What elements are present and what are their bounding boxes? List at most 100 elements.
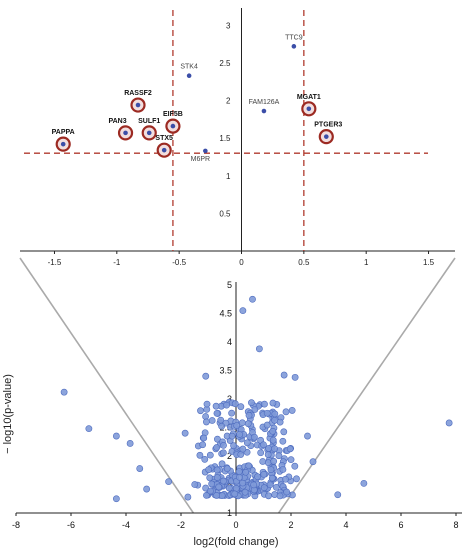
inset-y-tick-label: 1 — [226, 172, 231, 181]
data-point — [288, 407, 296, 414]
zoom-line-left — [19, 257, 195, 514]
inset-x-tick-label: -1 — [113, 258, 121, 267]
gene-point — [306, 106, 312, 112]
data-point — [165, 478, 173, 486]
data-point — [286, 445, 294, 453]
data-point — [265, 445, 273, 452]
data-point — [228, 409, 236, 417]
gene-point — [60, 141, 66, 147]
data-point — [213, 444, 221, 451]
data-point — [259, 458, 267, 465]
data-point — [268, 474, 276, 482]
gene-label: FAM126A — [249, 99, 280, 106]
main-x-tick-label: -6 — [67, 520, 75, 530]
gene-point — [170, 123, 176, 129]
gene-label: EIF5B — [163, 111, 183, 118]
data-point — [263, 421, 271, 429]
data-point — [291, 462, 299, 470]
data-point — [279, 437, 287, 445]
data-point — [244, 420, 252, 428]
data-point — [254, 473, 261, 481]
main-y-tick-label: 5 — [227, 280, 232, 290]
data-point — [269, 436, 277, 444]
data-point — [203, 491, 210, 499]
gene-point — [323, 134, 329, 139]
inset-y-tick-label: 2.5 — [219, 59, 231, 68]
data-point — [184, 493, 192, 501]
main-y-tick-label: 4.5 — [219, 309, 232, 319]
gene-point — [203, 148, 208, 154]
data-point — [202, 372, 210, 380]
data-point — [255, 345, 263, 353]
gene-label: TTC9 — [285, 34, 303, 41]
data-point — [267, 466, 275, 474]
main-volcano-plot: -8-6-4-20246811.522.533.544.55log2(fold … — [2, 280, 462, 548]
gene-point — [161, 147, 167, 153]
main-x-tick-label: 0 — [233, 520, 238, 530]
data-point — [283, 488, 291, 496]
data-point — [264, 451, 272, 458]
gene-label: SULF1 — [138, 118, 160, 125]
data-point — [280, 428, 288, 436]
inset-x-tick-label: 1.5 — [423, 258, 435, 267]
data-point — [207, 487, 214, 495]
data-point — [220, 477, 227, 485]
main-y-tick-label: 3.5 — [219, 366, 232, 376]
gene-label: PTGER3 — [314, 122, 342, 129]
gene-point — [135, 102, 141, 108]
data-point — [126, 440, 134, 447]
data-point — [236, 473, 243, 481]
data-point — [220, 441, 227, 449]
inset-y-tick-label: 2 — [226, 97, 231, 106]
data-point — [213, 409, 221, 417]
data-point — [245, 462, 253, 470]
data-point — [270, 457, 278, 465]
data-point — [213, 492, 221, 499]
gene-label: STX5 — [155, 135, 173, 142]
data-point — [263, 409, 271, 417]
data-point — [272, 483, 280, 491]
data-point — [181, 429, 189, 437]
data-point — [136, 465, 144, 472]
data-point — [223, 465, 231, 473]
data-point — [251, 406, 259, 413]
main-x-tick-label: -2 — [177, 520, 185, 530]
inset-y-tick-label: 1.5 — [219, 134, 231, 143]
data-point — [231, 400, 239, 408]
data-point — [201, 455, 209, 463]
data-point — [280, 371, 288, 379]
data-point — [213, 466, 221, 474]
data-point — [237, 403, 245, 411]
data-point — [260, 441, 267, 449]
data-point — [282, 408, 290, 416]
gene-point — [261, 108, 267, 114]
gene-label: STK4 — [180, 64, 198, 71]
data-point — [360, 479, 368, 487]
data-point — [218, 460, 226, 468]
main-y-tick-label: 2 — [227, 451, 232, 461]
data-point — [245, 411, 253, 419]
data-point — [445, 419, 453, 427]
data-point — [235, 468, 243, 475]
data-point — [260, 484, 268, 492]
inset-y-tick-label: 0.5 — [219, 209, 231, 218]
data-point — [248, 399, 255, 407]
gene-point — [186, 73, 192, 78]
main-x-axis-title: log2(fold change) — [193, 536, 278, 548]
main-x-tick-label: -4 — [122, 520, 130, 530]
data-point — [276, 492, 284, 500]
main-x-tick-label: 4 — [343, 520, 348, 530]
data-point — [251, 433, 258, 441]
inset-zoom-plot: -1.5 -1 -0.5 0 0.5 1 1.5 0.5 1 1.5 2 2.5 3 TTC9 STK4 FA… — [20, 8, 455, 267]
data-point — [249, 295, 256, 303]
data-point — [243, 439, 251, 447]
gene-label: PAPPA — [52, 129, 75, 136]
data-point — [60, 388, 68, 396]
data-point — [261, 400, 268, 408]
inset-y-tick-label: 3 — [226, 21, 231, 30]
inset-x-tick-label: -1.5 — [48, 258, 62, 267]
gene-label: RASSF2 — [124, 90, 152, 97]
data-point — [236, 431, 244, 438]
data-point — [206, 451, 214, 459]
